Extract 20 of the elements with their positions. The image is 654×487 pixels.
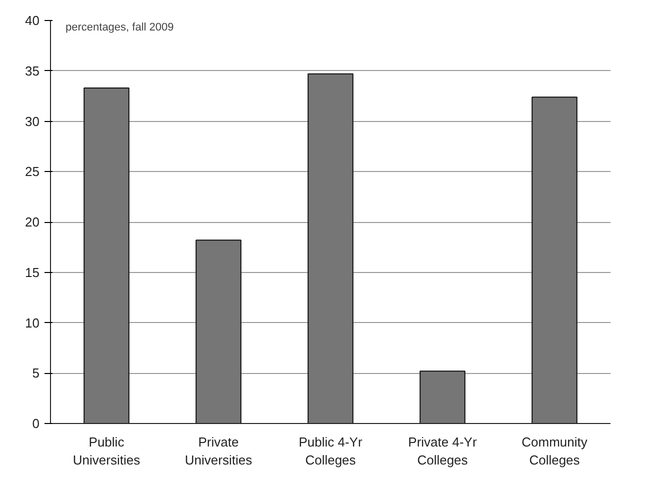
- x-tick-label: Private Universities: [184, 434, 253, 468]
- bar: [308, 73, 354, 424]
- y-tick-label: 0: [32, 416, 40, 431]
- bar: [420, 370, 466, 424]
- x-tick-label: Private 4-Yr Colleges: [408, 434, 478, 468]
- bar: [532, 96, 578, 424]
- y-tick-label: 5: [32, 366, 40, 381]
- y-tick-label: 30: [25, 114, 40, 129]
- y-tick-label: 20: [25, 214, 40, 230]
- bar: [84, 88, 130, 424]
- y-tick-label: 35: [25, 63, 40, 78]
- y-tick-label: 10: [25, 315, 40, 330]
- x-tick-label: Community Colleges: [522, 434, 588, 468]
- y-tick-label: 15: [25, 264, 40, 280]
- y-tick-label: 40: [25, 13, 40, 28]
- bar: [196, 240, 242, 424]
- annotation: percentages, fall 2009: [66, 22, 174, 34]
- x-tick-label: Public 4-Yr Colleges: [298, 434, 363, 468]
- x-tick-label: Public Universities: [72, 434, 141, 468]
- y-tick-label: 25: [25, 164, 40, 180]
